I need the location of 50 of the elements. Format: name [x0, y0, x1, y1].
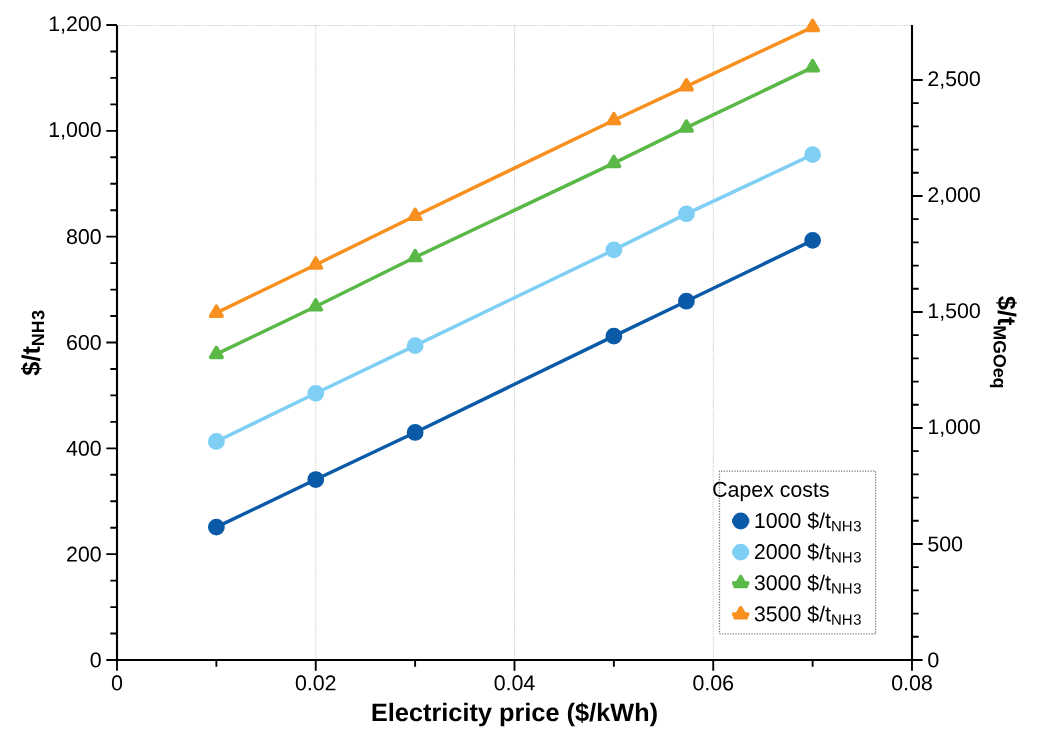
- point: [606, 154, 622, 169]
- y-tick-label: 600: [67, 334, 101, 351]
- point: [804, 146, 822, 164]
- y2-tick-label: 2,000: [928, 187, 980, 205]
- point: [606, 111, 622, 126]
- y-tick-label: 1,000: [49, 122, 101, 140]
- point: [406, 424, 424, 441]
- legend-label: 2000 $/t$_{NH3}$: [754, 543, 861, 563]
- point: [678, 292, 695, 310]
- y2-axis-title: $/t$_{MGOeq}$: [989, 296, 1017, 388]
- point: [308, 298, 324, 312]
- point: [605, 241, 623, 259]
- point: [678, 205, 695, 223]
- point: [804, 231, 822, 249]
- point: [307, 384, 325, 402]
- point: [208, 345, 224, 360]
- y2-tick-label: 1,500: [929, 303, 980, 321]
- x-tick-label: 0.02: [295, 675, 336, 691]
- point: [308, 256, 324, 270]
- point: [207, 433, 225, 450]
- point: [407, 248, 423, 263]
- point: [605, 327, 623, 345]
- legend-label: 1000 $/t$_{NH3}$: [755, 512, 861, 532]
- legend-label: 3500 $/t$_{NH3}$: [754, 605, 861, 625]
- x-tick-label: 0.04: [494, 675, 535, 691]
- point: [678, 119, 694, 133]
- x-tick-label: 0: [111, 675, 123, 691]
- point: [805, 58, 821, 73]
- x-axis-title: Electricity price ($/kWh): [372, 702, 657, 727]
- legend-title: Capex costs: [713, 481, 829, 502]
- x-tick-label: 0.08: [892, 675, 932, 691]
- legend-label: 3000 $/t$_{NH3}$: [754, 574, 861, 594]
- y2-tick-label: 1,000: [929, 419, 980, 437]
- point: [406, 337, 424, 355]
- y-axis-title: $/t$_{NH3}$: [20, 310, 45, 376]
- y-tick-label: 400: [66, 440, 101, 456]
- y-tick-label: 200: [67, 546, 101, 562]
- y2-tick-label: 2,500: [928, 71, 980, 89]
- point: [678, 77, 694, 92]
- y2-tick-label: 500: [928, 536, 963, 552]
- x-tick-label: 0.06: [693, 675, 734, 691]
- y2-tick-label: 0: [928, 652, 939, 668]
- y-tick-label: 0: [90, 652, 101, 668]
- point: [407, 207, 423, 222]
- point: [307, 471, 325, 488]
- y-tick-label: 1,200: [49, 16, 101, 34]
- point: [207, 518, 225, 536]
- y-tick-label: 800: [66, 229, 101, 245]
- point: [208, 304, 224, 318]
- point: [805, 18, 821, 33]
